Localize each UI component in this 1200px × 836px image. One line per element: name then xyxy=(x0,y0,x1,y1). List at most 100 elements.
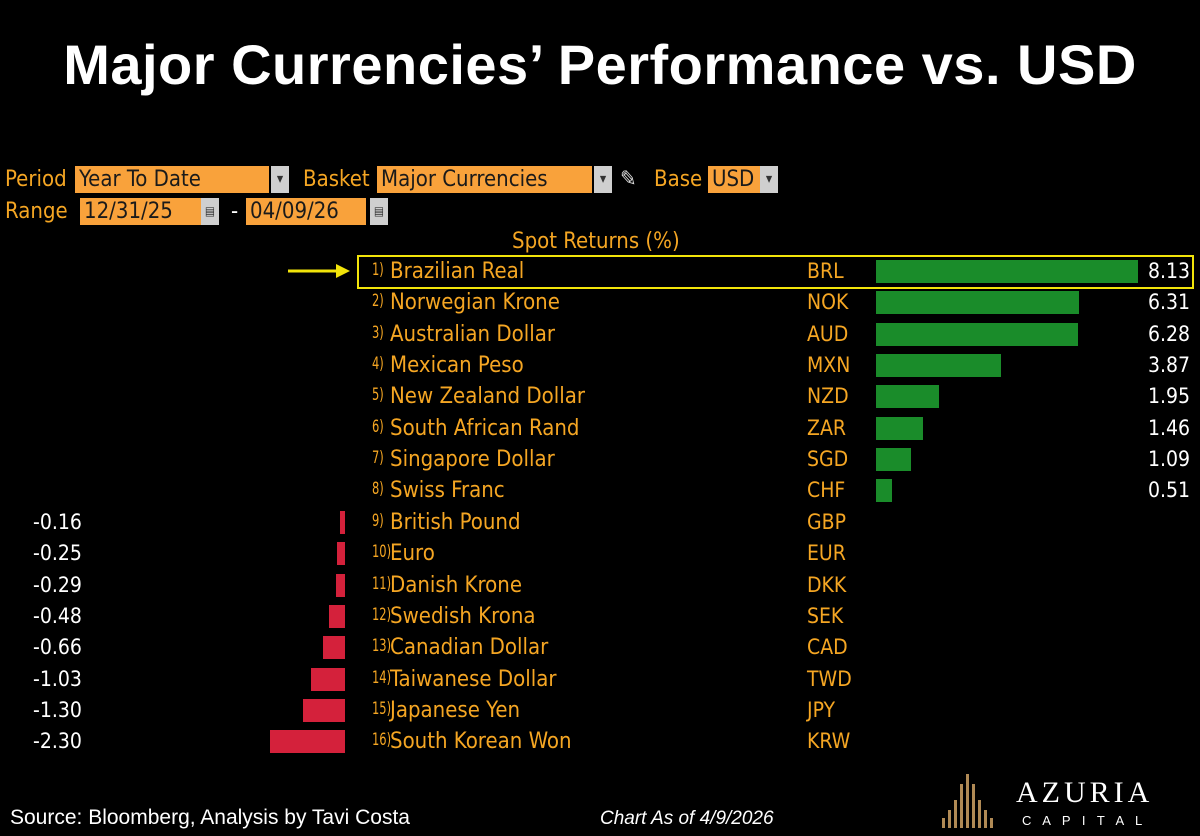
chart-row[interactable]: 15) Japanese Yen JPY -1.30 xyxy=(0,695,1200,726)
rank-label: 5) xyxy=(372,385,384,406)
currency-code: CAD xyxy=(807,635,848,660)
logo-sub: C A P I T A L xyxy=(1022,813,1146,828)
currency-name: New Zealand Dollar xyxy=(390,384,585,410)
chart-row[interactable]: 13) Canadian Dollar CAD -0.66 xyxy=(0,632,1200,663)
currency-name: Danish Krone xyxy=(390,572,523,598)
logo-brand: AZURIA xyxy=(1016,776,1153,809)
currency-name: South African Rand xyxy=(390,415,580,441)
currency-code: JPY xyxy=(807,697,836,722)
positive-bar xyxy=(876,260,1138,283)
rank-label: 16) xyxy=(372,730,392,751)
currency-name: British Pound xyxy=(390,509,521,535)
currency-code: NZD xyxy=(807,384,849,409)
currency-code: TWD xyxy=(807,666,852,691)
rank-label: 10) xyxy=(372,542,392,563)
negative-bar xyxy=(323,636,345,660)
chart-row[interactable]: 8) Swiss Franc CHF 0.51 xyxy=(0,475,1200,506)
rank-label: 4) xyxy=(372,354,384,375)
chart-row[interactable]: 5) New Zealand Dollar NZD 1.95 xyxy=(0,381,1200,412)
base-label: Base xyxy=(654,167,703,192)
chart-date: Chart As of 4/9/2026 xyxy=(600,808,774,829)
azuria-logo: AZURIA C A P I T A L xyxy=(942,774,1153,828)
negative-bar xyxy=(311,667,345,691)
chart-row[interactable]: 7) Singapore Dollar SGD 1.09 xyxy=(0,444,1200,475)
base-dropdown-icon[interactable]: ▾ xyxy=(760,166,778,193)
value-label: 0.51 xyxy=(1147,478,1190,503)
chart-row[interactable]: 1) Brazilian Real BRL 8.13 xyxy=(0,256,1200,287)
period-dropdown-icon[interactable]: ▾ xyxy=(271,166,289,193)
value-label: 1.09 xyxy=(1147,447,1190,472)
value-label: -1.30 xyxy=(33,697,82,722)
currency-code: AUD xyxy=(807,321,849,346)
negative-bar xyxy=(270,730,345,754)
chart-title: Major Currencies’ Performance vs. USD xyxy=(63,33,1137,96)
chart-row[interactable]: 14) Taiwanese Dollar TWD -1.03 xyxy=(0,664,1200,695)
currency-code: EUR xyxy=(807,541,846,566)
range-label: Range xyxy=(5,199,68,224)
range-start-input[interactable]: 12/31/25 xyxy=(80,198,201,225)
rank-label: 11) xyxy=(372,573,392,594)
positive-bar xyxy=(876,448,912,472)
currency-code: NOK xyxy=(807,290,849,315)
spot-returns-header: Spot Returns (%) xyxy=(512,229,680,254)
value-label: 6.31 xyxy=(1147,290,1190,315)
start-calendar-icon[interactable]: ▤ xyxy=(201,198,219,225)
currency-code: MXN xyxy=(807,353,851,378)
positive-bar xyxy=(876,479,893,503)
negative-bar xyxy=(302,698,345,722)
period-label: Period xyxy=(5,167,67,192)
value-label: -0.66 xyxy=(33,635,82,660)
rank-label: 2) xyxy=(372,291,384,312)
currency-name: Singapore Dollar xyxy=(390,447,555,473)
positive-bar xyxy=(876,354,1001,378)
currency-code: DKK xyxy=(807,572,847,597)
currency-code: ZAR xyxy=(807,415,846,440)
source-note: Source: Bloomberg, Analysis by Tavi Cost… xyxy=(10,806,410,829)
chart-row[interactable]: 16) South Korean Won KRW -2.30 xyxy=(0,726,1200,757)
currency-name: Canadian Dollar xyxy=(390,635,549,661)
chart-row[interactable]: 9) British Pound GBP -0.16 xyxy=(0,507,1200,538)
negative-bar xyxy=(335,573,345,597)
basket-select[interactable]: Major Currencies xyxy=(377,166,592,193)
basket-dropdown-icon[interactable]: ▾ xyxy=(594,166,612,193)
range-end-input[interactable]: 04/09/26 xyxy=(246,198,366,225)
rank-label: 13) xyxy=(372,636,392,657)
highlight-box xyxy=(357,255,1194,289)
chart-row[interactable]: 6) South African Rand ZAR 1.46 xyxy=(0,413,1200,444)
positive-bar xyxy=(876,416,924,440)
positive-bar xyxy=(876,322,1079,346)
chart-row[interactable]: 3) Australian Dollar AUD 6.28 xyxy=(0,319,1200,350)
chart-row[interactable]: 11) Danish Krone DKK -0.29 xyxy=(0,570,1200,601)
currency-name: Swedish Krona xyxy=(390,603,536,629)
pencil-icon[interactable]: ✎ xyxy=(620,167,637,192)
end-calendar-icon[interactable]: ▤ xyxy=(370,198,388,225)
currency-code: SGD xyxy=(807,447,849,472)
rank-label: 12) xyxy=(372,604,392,625)
chart-row[interactable]: 2) Norwegian Krone NOK 6.31 xyxy=(0,287,1200,318)
currency-name: Swiss Franc xyxy=(390,478,505,504)
currency-name: Taiwanese Dollar xyxy=(390,666,557,692)
rank-label: 15) xyxy=(372,698,392,719)
negative-bar xyxy=(336,542,345,566)
chart-row[interactable]: 10) Euro EUR -0.25 xyxy=(0,538,1200,569)
range-separator: - xyxy=(231,199,239,224)
basket-label: Basket xyxy=(303,167,370,192)
currency-name: Mexican Peso xyxy=(390,353,524,379)
value-label: 8.13 xyxy=(1147,259,1190,283)
value-label: 3.87 xyxy=(1147,353,1190,378)
chart-row[interactable]: 12) Swedish Krona SEK -0.48 xyxy=(0,601,1200,632)
currency-code: SEK xyxy=(807,603,844,628)
chart-row[interactable]: 4) Mexican Peso MXN 3.87 xyxy=(0,350,1200,381)
value-label: 6.28 xyxy=(1147,321,1190,346)
currency-name: South Korean Won xyxy=(390,729,572,755)
currency-name: Australian Dollar xyxy=(390,321,555,347)
negative-bar xyxy=(329,604,345,628)
base-select[interactable]: USD xyxy=(708,166,760,193)
period-select[interactable]: Year To Date xyxy=(75,166,269,193)
rank-label: 3) xyxy=(372,322,384,343)
positive-bar xyxy=(876,385,939,409)
value-label: -0.25 xyxy=(33,541,82,566)
value-label: -0.29 xyxy=(33,572,82,597)
currency-name: Euro xyxy=(390,541,435,567)
positive-bar xyxy=(876,291,1080,315)
